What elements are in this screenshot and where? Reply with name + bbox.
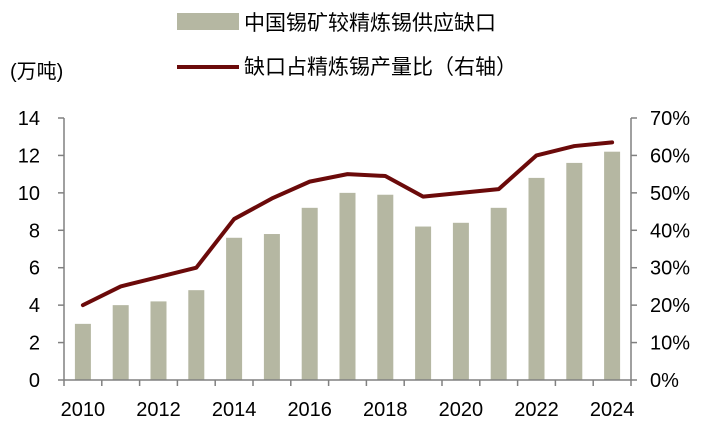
x-tick-label-2012: 2012 xyxy=(136,399,181,421)
bar-series xyxy=(74,151,621,380)
legend: 中国锡矿较精炼锡供应缺口 缺口占精炼锡产量比（右轴） xyxy=(177,12,517,79)
bar-2016 xyxy=(301,207,318,380)
bar-2017 xyxy=(339,192,356,380)
y-right-tick-label-20%: 20% xyxy=(650,295,690,317)
x-tick-label-2018: 2018 xyxy=(363,399,408,421)
bar-2022 xyxy=(528,177,545,380)
bar-2019 xyxy=(415,226,432,380)
y-axis-right-ticks: 0% 10% 20% 30% 40% 50% 60% 70% xyxy=(631,108,690,392)
bar-2020 xyxy=(452,222,469,380)
bar-2012 xyxy=(150,301,167,380)
y-left-tick-label-6: 6 xyxy=(29,258,40,280)
legend-label-bar: 中国锡矿较精炼锡供应缺口 xyxy=(244,12,496,35)
y-right-tick-label-70%: 70% xyxy=(650,108,690,130)
x-tick-label-2022: 2022 xyxy=(514,399,559,421)
legend-swatch-bar xyxy=(177,13,239,30)
bar-2014 xyxy=(226,237,243,380)
y-right-tick-label-0%: 0% xyxy=(650,370,679,392)
x-tick-label-2020: 2020 xyxy=(439,399,484,421)
bar-2018 xyxy=(377,194,394,380)
x-tick-label-2014: 2014 xyxy=(212,399,257,421)
y-left-tick-label-14: 14 xyxy=(18,108,40,130)
bar-2023 xyxy=(566,162,583,380)
y-left-tick-label-0: 0 xyxy=(29,370,40,392)
y-left-tick-label-2: 2 xyxy=(29,333,40,355)
y-axis-left-ticks: 0 2 4 6 8 10 12 14 xyxy=(18,108,64,392)
x-tick-label-2024: 2024 xyxy=(590,399,635,421)
y-right-tick-label-30%: 30% xyxy=(650,258,690,280)
y-right-tick-label-40%: 40% xyxy=(650,220,690,242)
legend-label-line: 缺口占精炼锡产量比（右轴） xyxy=(244,56,517,79)
y-left-tick-label-8: 8 xyxy=(29,220,40,242)
line-series xyxy=(80,140,615,308)
x-axis-ticks: 2010 2012 2014 2016 2018 2020 2022 2024 xyxy=(61,380,635,421)
bar-2015 xyxy=(263,234,280,380)
y-right-tick-label-10%: 10% xyxy=(650,333,690,355)
y-left-tick-label-12: 12 xyxy=(18,145,40,167)
y-right-tick-label-50%: 50% xyxy=(650,183,690,205)
bar-2013 xyxy=(188,290,205,380)
bar-2011 xyxy=(112,305,129,380)
y-left-tick-label-10: 10 xyxy=(18,183,40,205)
bar-2024 xyxy=(604,151,621,380)
y-left-tick-label-4: 4 xyxy=(29,295,40,317)
y-right-tick-label-60%: 60% xyxy=(650,145,690,167)
x-tick-label-2010: 2010 xyxy=(61,399,106,421)
x-tick-label-2016: 2016 xyxy=(287,399,332,421)
bar-2021 xyxy=(490,207,507,380)
y-axis-unit-label: (万吨) xyxy=(10,60,63,83)
bar-2010 xyxy=(74,323,91,380)
